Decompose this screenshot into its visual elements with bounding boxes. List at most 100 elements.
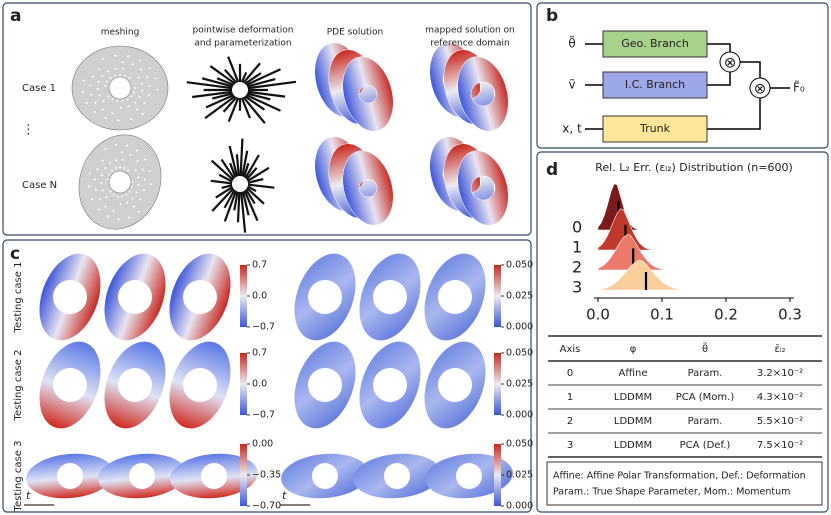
mesh-dot — [94, 188, 97, 191]
deformation-ray — [242, 96, 266, 124]
mesh-dot — [91, 197, 94, 200]
mesh-dot — [156, 88, 159, 91]
mesh-dot — [141, 168, 144, 171]
colorbar-tick-label: 0.050 — [506, 439, 533, 450]
connector — [707, 43, 790, 130]
deformation-ray — [235, 154, 240, 177]
mesh-dot — [137, 210, 140, 213]
mesh-dot — [125, 193, 128, 196]
colorbar-tick-label: 0.000 — [506, 322, 533, 333]
deformation-ray — [241, 191, 250, 216]
row-label: Testing case 3 — [13, 441, 24, 513]
deformation-ray — [244, 188, 256, 205]
mesh-dot — [125, 144, 128, 147]
mesh-dot — [111, 98, 114, 101]
mesh-dot — [143, 102, 146, 105]
shape — [98, 453, 186, 499]
deformation-ray — [240, 191, 247, 233]
branch-label: Trunk — [639, 122, 671, 135]
deformation-ray — [246, 78, 276, 88]
mesh-dot — [142, 188, 145, 191]
mesh-dot — [111, 169, 114, 172]
colorbar-tick-label: 0.025 — [506, 470, 533, 481]
mesh-dot — [141, 89, 144, 92]
mesh-dot — [124, 74, 127, 77]
deformation-ray — [246, 92, 271, 101]
colorbar — [494, 265, 501, 327]
mesh-dot — [113, 74, 116, 77]
shape — [26, 453, 114, 499]
shape — [342, 150, 394, 226]
deformation-ray — [211, 187, 235, 212]
deformation-ray — [228, 145, 239, 177]
row-label: Testing case 2 — [13, 350, 24, 422]
table-cell: LDDMM — [614, 416, 652, 427]
deformation-ray — [245, 167, 258, 181]
mesh-dot — [101, 58, 104, 61]
table-cell: 7.5×10⁻² — [757, 440, 803, 451]
deformation-ray — [221, 184, 233, 189]
table-header: ε̄ₗ₂ — [774, 344, 785, 355]
mesh-dot — [127, 55, 130, 58]
deformation-ray — [244, 154, 260, 179]
deformation-ray — [247, 80, 297, 90]
deformation-ray — [204, 95, 236, 120]
deformation-ray — [215, 185, 234, 199]
mesh-dot — [98, 68, 101, 71]
table-cell: Param. — [688, 416, 723, 427]
x-tick-label: 0.0 — [586, 306, 610, 324]
mesh-dot — [138, 96, 141, 99]
mesh-dot — [104, 117, 107, 120]
shape — [359, 341, 421, 429]
deformation-ray — [242, 62, 261, 84]
mesh-dot — [106, 178, 109, 181]
deformation-ray — [246, 166, 270, 183]
mesh-dot — [128, 190, 131, 193]
mesh-dot — [117, 218, 120, 221]
table-cell: 1 — [567, 392, 573, 403]
shape — [78, 134, 162, 230]
row-label: ⋮ — [22, 123, 35, 138]
mesh-dot — [116, 195, 119, 198]
mesh-dot — [85, 101, 88, 104]
column-header: reference domain — [430, 39, 510, 49]
x-tick-label: 0.1 — [650, 306, 674, 324]
column-header: and parameterization — [194, 39, 291, 49]
colorbar-tick-label: 0.00 — [252, 439, 273, 450]
deformation-ray — [216, 77, 235, 87]
input-label: θ̃ — [568, 35, 575, 50]
shape — [170, 453, 258, 499]
colorbar-tick-label: 0.000 — [506, 501, 533, 512]
mesh-dot — [134, 168, 137, 171]
colorbar — [240, 353, 247, 415]
deformation-ray — [243, 190, 259, 222]
mesh-dot — [127, 169, 130, 172]
mesh-dot — [112, 209, 115, 212]
table-header: θ̃ — [702, 341, 708, 355]
table-cell: 0 — [567, 368, 573, 379]
shape — [424, 253, 486, 341]
deformation-ray — [192, 90, 233, 99]
table-cell: PCA (Mom.) — [676, 392, 735, 403]
note-box — [546, 461, 823, 506]
mesh-dot — [88, 185, 91, 188]
mesh-dot — [90, 93, 93, 96]
mesh-dot — [109, 190, 112, 193]
mesh-dot — [148, 67, 151, 70]
deformation-ray — [209, 65, 236, 85]
mesh-dot — [98, 198, 101, 201]
deformation-ray — [211, 92, 234, 100]
panel-label: c — [10, 244, 20, 264]
table-cell: Affine — [619, 368, 648, 379]
operator: ⊗ — [724, 54, 737, 72]
column-header: mapped solution on — [425, 26, 515, 36]
table-cell: 3.2×10⁻² — [757, 368, 803, 379]
shape — [457, 56, 509, 132]
mesh-dot — [121, 60, 124, 63]
deformation-ray — [227, 97, 240, 122]
colorbar-tick-label: 0.000 — [506, 410, 533, 421]
mesh-dot — [121, 151, 124, 154]
row-label: Case N — [22, 180, 57, 191]
time-label: t — [282, 489, 287, 502]
output-label: F̃₀ — [793, 80, 805, 94]
